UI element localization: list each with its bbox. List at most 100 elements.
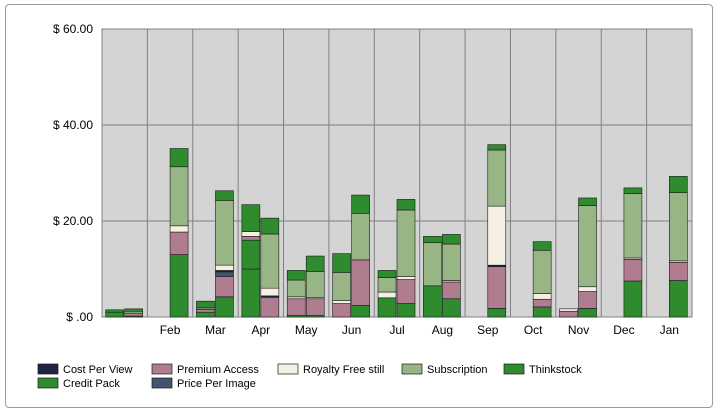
bar-right-royalty-free-still-3 [261, 288, 279, 296]
bar-right-thinkstock-1 [170, 149, 188, 167]
legend-swatch-2 [278, 364, 298, 374]
y-tick-label-3: $ 60.00 [53, 22, 93, 36]
x-tick-label-12: Jan [660, 323, 679, 337]
bar-right-premium-access-10 [579, 292, 597, 309]
bar-right-subscription-5 [352, 213, 370, 260]
bar-right-thinkstock-2 [215, 191, 233, 201]
bar-right-thinkstock-7 [442, 234, 460, 244]
bar-left-royalty-free-still-10 [560, 309, 578, 311]
bar-right-thinkstock-5 [352, 195, 370, 213]
bar-left-credit-pack-3 [242, 240, 260, 269]
bar-right-credit-pack-9 [533, 307, 551, 317]
y-axis: $ .00 $ 20.00 $ 40.00 $ 60.00 [53, 22, 93, 324]
bar-left-premium-access-4 [287, 299, 305, 316]
bar-right-premium-access-4 [306, 299, 324, 316]
bar-right-subscription-7 [442, 244, 460, 280]
bar-right-royalty-free-still-6 [397, 277, 415, 280]
bar-right-premium-access-8 [488, 267, 506, 309]
bar-right-royalty-free-still-10 [579, 287, 597, 292]
bar-right-thinkstock-10 [579, 198, 597, 206]
bar-right-thinkstock-11 [624, 188, 642, 194]
bar-left-thinkstock-5 [333, 254, 351, 273]
bar-right-subscription-2 [215, 200, 233, 265]
bar-right-premium-access-1 [170, 232, 188, 255]
bar-left-credit-pack-0 [106, 312, 124, 317]
bar-right-premium-access-0 [125, 313, 143, 316]
legend-label-2: Royalty Free still [303, 364, 384, 376]
bar-left-credit-pack-6 [378, 298, 396, 317]
legend-label-5: Credit Pack [63, 378, 120, 390]
x-tick-label-10: Nov [568, 323, 589, 337]
bar-left-subscription-4 [287, 280, 305, 297]
legend-label-6: Price Per Image [177, 378, 256, 390]
bar-right-credit-pack-6 [397, 304, 415, 317]
legend-swatch-3 [402, 364, 422, 374]
bar-right-royalty-free-still-1 [170, 226, 188, 232]
bar-right-subscription-9 [533, 250, 551, 293]
x-tick-label-9: Oct [524, 323, 543, 337]
bar-right-thinkstock-8 [488, 145, 506, 150]
bar-left-subscription-5 [333, 272, 351, 300]
bar-right-thinkstock-12 [669, 176, 687, 192]
bar-right-premium-access-12 [669, 262, 687, 280]
legend-item-price-per-image: Price Per Image [152, 378, 256, 390]
bar-right-credit-pack-12 [669, 281, 687, 317]
bar-left-credit-pack-7 [423, 286, 441, 317]
bar-left-thinkstock-3 [242, 205, 260, 232]
x-tick-label-8: Sep [477, 323, 499, 337]
bar-right-thinkstock-4 [306, 256, 324, 271]
bar-right-premium-access-9 [533, 299, 551, 307]
bar-right-credit-pack-8 [488, 308, 506, 317]
x-tick-label-7: Aug [432, 323, 453, 337]
bar-right-subscription-1 [170, 167, 188, 226]
legend-label-3: Subscription [427, 364, 488, 376]
x-tick-label-2: Mar [205, 323, 226, 337]
bar-left-royalty-free-still-5 [333, 301, 351, 304]
x-tick-label-6: Jul [389, 323, 404, 337]
y-tick-label-2: $ 40.00 [53, 118, 93, 132]
bar-right-premium-access-2 [215, 277, 233, 297]
bar-right-royalty-free-still-8 [488, 206, 506, 265]
bar-left-subscription-6 [378, 278, 396, 292]
bar-right-credit-pack-11 [624, 281, 642, 317]
bar-right-subscription-4 [306, 271, 324, 297]
legend-item-thinkstock: Thinkstock [504, 364, 582, 376]
x-axis: Feb Mar Apr May Jun Jul Aug Sep Oct Nov Dec Jan [160, 323, 679, 337]
bar-right-subscription-3 [261, 234, 279, 288]
bar-left-thinkstock-7 [423, 236, 441, 242]
bar-left-thinkstock-6 [378, 270, 396, 277]
bar-left-credit-pack-2 [196, 312, 214, 317]
bar-right-thinkstock-3 [261, 218, 279, 234]
bar-left-thinkstock-0 [106, 310, 124, 312]
legend-item-credit-pack: Credit Pack [38, 378, 120, 390]
bar-right-credit-pack-1 [170, 255, 188, 317]
bar-right-subscription-8 [488, 150, 506, 206]
x-tick-label-3: Apr [252, 323, 271, 337]
legend-label-4: Thinkstock [529, 364, 582, 376]
bar-right-thinkstock-6 [397, 199, 415, 210]
bar-right-premium-access-5 [352, 260, 370, 306]
legend-swatch-6 [152, 378, 172, 388]
bar-left-thinkstock-3 [242, 269, 260, 317]
bar-right-royalty-free-still-2 [215, 265, 233, 270]
bar-left-thinkstock-2 [196, 301, 214, 308]
bar-left-royalty-free-still-3 [242, 232, 260, 237]
legend-item-subscription: Subscription [402, 364, 488, 376]
bar-right-premium-access-7 [442, 282, 460, 299]
bar-right-credit-pack-5 [352, 305, 370, 317]
y-tick-label-1: $ 20.00 [53, 214, 93, 228]
legend-swatch-4 [504, 364, 524, 374]
bar-right-thinkstock-0 [125, 309, 143, 311]
legend-swatch-0 [38, 364, 58, 374]
x-tick-label-5: Jun [342, 323, 361, 337]
bar-left-royalty-free-still-6 [378, 292, 396, 298]
bar-left-premium-access-10 [560, 311, 578, 317]
y-tick-label-0: $ .00 [66, 310, 93, 324]
x-tick-label-1: Feb [160, 323, 181, 337]
bar-right-subscription-11 [624, 194, 642, 258]
bar-right-premium-access-3 [261, 297, 279, 317]
legend-swatch-5 [38, 378, 58, 388]
bar-right-price-per-image-2 [215, 272, 233, 277]
bar-left-subscription-7 [423, 243, 441, 286]
bar-right-credit-pack-10 [579, 308, 597, 317]
